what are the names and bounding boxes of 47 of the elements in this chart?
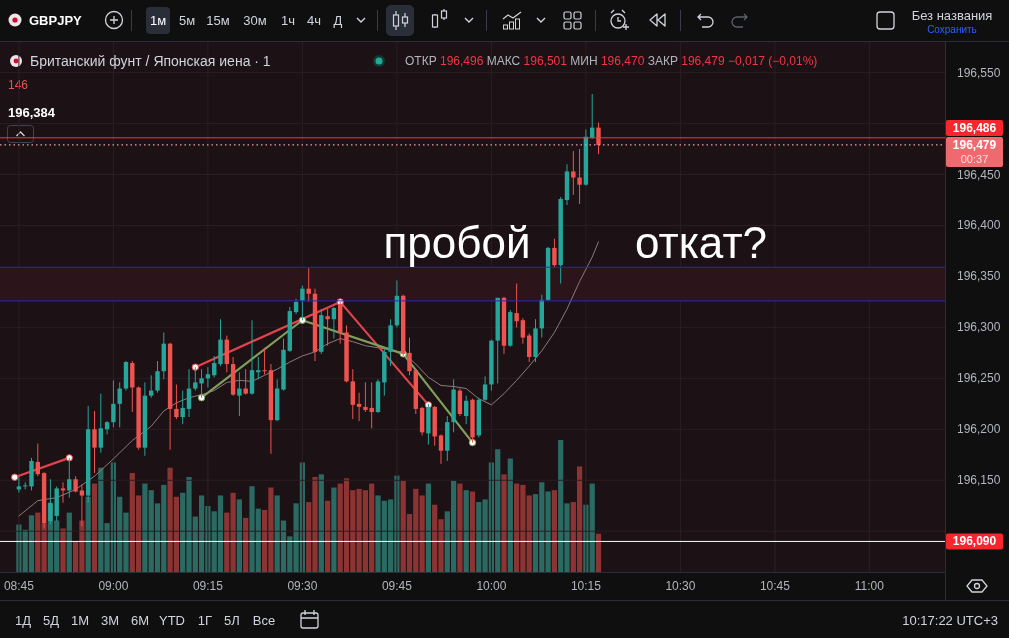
x-tick-label: 08:45 (3, 579, 35, 593)
ref-line-label: 196,486 (952, 120, 997, 135)
text: Британский фунт / Японская иена · 1 (30, 53, 271, 69)
text: 5м (178, 13, 196, 28)
y-tick-label: 196,200 (957, 422, 1001, 437)
x-tick-label: 09:15 (192, 579, 224, 593)
annotation: пробой (383, 218, 531, 267)
text: Все (252, 613, 276, 628)
annotation: 146 (8, 78, 29, 92)
x-tick-label: 09:00 (98, 579, 129, 593)
text: 1Г (197, 613, 213, 628)
text: 5Д (42, 613, 60, 628)
text: YTD (159, 613, 185, 628)
y-tick-label: 196,550 (957, 65, 1001, 80)
x-tick-label: 11:00 (854, 579, 885, 593)
ref-line-label: 196,090 (952, 534, 997, 549)
text: 15м (206, 13, 230, 28)
text: Без названия (911, 8, 993, 23)
annotation: 196,384 (8, 105, 56, 120)
y-tick-label: 196,250 (957, 371, 1001, 386)
text: 1ч (280, 13, 296, 28)
text: 1М (70, 613, 90, 628)
annotation: откат? (635, 218, 767, 267)
text: 1м (149, 13, 167, 28)
text: 6М (130, 613, 150, 628)
text: 10:17:22 UTC+3 (902, 613, 998, 628)
text: 1Д (14, 613, 32, 628)
text: 4ч (306, 13, 322, 28)
y-tick-label: 196,450 (957, 167, 1001, 182)
text: Д (333, 13, 343, 28)
text: ОТКР 196,496 МАКС 196,501 МИН 196,470 ЗАКР 196,479 −0,017 (−0,01%) (405, 54, 818, 68)
y-tick-label: 196,350 (957, 269, 1001, 284)
text: 5Л (224, 613, 240, 628)
text: GBPJPY (29, 13, 83, 28)
text: 3М (100, 613, 120, 628)
text: Сохранить (927, 24, 977, 35)
x-tick-label: 10:15 (570, 579, 602, 593)
x-tick-label: 10:45 (759, 579, 791, 593)
ref-line-label: 196,479 00:37 (952, 137, 997, 165)
x-tick-label: 09:45 (381, 579, 413, 593)
y-tick-label: 196,150 (957, 473, 1001, 488)
x-tick-label: 10:30 (665, 579, 696, 593)
x-tick-label: 09:30 (287, 579, 318, 593)
text: 30м (243, 13, 267, 28)
y-tick-label: 196,300 (957, 320, 1001, 335)
y-tick-label: 196,400 (957, 218, 1001, 233)
x-tick-label: 10:00 (476, 579, 507, 593)
